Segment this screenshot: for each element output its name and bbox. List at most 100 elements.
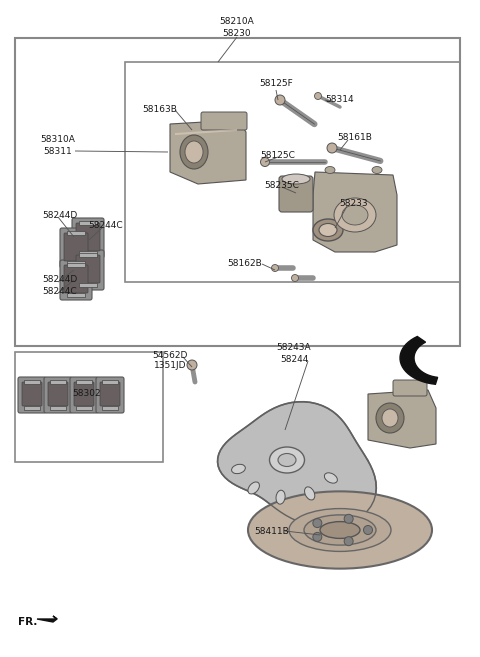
Ellipse shape	[180, 135, 208, 169]
Text: FR.: FR.	[18, 617, 37, 627]
Bar	[15, 38, 460, 346]
Circle shape	[313, 532, 322, 541]
Ellipse shape	[342, 205, 368, 225]
Bar	[102, 380, 118, 384]
Text: 58244: 58244	[280, 355, 308, 363]
Circle shape	[344, 537, 353, 546]
Ellipse shape	[304, 515, 376, 545]
FancyBboxPatch shape	[393, 380, 427, 396]
Bar	[76, 406, 92, 410]
FancyBboxPatch shape	[100, 382, 120, 406]
FancyBboxPatch shape	[60, 228, 92, 268]
FancyBboxPatch shape	[76, 223, 100, 251]
Circle shape	[314, 93, 322, 99]
FancyBboxPatch shape	[64, 265, 88, 293]
Bar	[67, 261, 84, 265]
Ellipse shape	[269, 447, 304, 473]
Circle shape	[344, 514, 353, 524]
Text: 58125C: 58125C	[261, 150, 295, 160]
Text: 58235C: 58235C	[264, 181, 300, 189]
Text: 58311: 58311	[44, 147, 72, 156]
Text: 58233: 58233	[340, 200, 368, 208]
Text: 1351JD: 1351JD	[154, 361, 186, 371]
FancyBboxPatch shape	[70, 377, 98, 413]
Ellipse shape	[382, 409, 398, 427]
FancyBboxPatch shape	[72, 218, 104, 258]
Bar	[79, 251, 96, 255]
Bar	[50, 406, 66, 410]
Circle shape	[275, 95, 285, 105]
Circle shape	[261, 158, 269, 166]
FancyBboxPatch shape	[96, 377, 124, 413]
Text: 58310A: 58310A	[41, 135, 75, 145]
Text: 58411B: 58411B	[254, 526, 289, 535]
Text: 58210A: 58210A	[220, 18, 254, 26]
Ellipse shape	[334, 198, 376, 232]
Ellipse shape	[289, 509, 391, 551]
Ellipse shape	[282, 174, 310, 184]
FancyBboxPatch shape	[48, 382, 68, 406]
Bar	[67, 231, 84, 235]
Ellipse shape	[248, 482, 259, 494]
Text: 58162B: 58162B	[227, 258, 262, 267]
Ellipse shape	[319, 223, 337, 237]
Polygon shape	[313, 172, 397, 252]
FancyBboxPatch shape	[74, 382, 94, 406]
Text: 58243A: 58243A	[276, 344, 312, 353]
Ellipse shape	[185, 141, 203, 163]
Text: 58244D: 58244D	[42, 210, 77, 219]
Ellipse shape	[305, 487, 315, 500]
Polygon shape	[217, 402, 376, 527]
Bar	[125, 62, 460, 282]
Text: 58244C: 58244C	[42, 286, 77, 296]
Circle shape	[313, 518, 322, 528]
Ellipse shape	[376, 403, 404, 433]
Bar	[102, 406, 118, 410]
FancyBboxPatch shape	[279, 176, 313, 212]
Circle shape	[327, 143, 337, 153]
Ellipse shape	[313, 219, 343, 241]
Circle shape	[272, 265, 278, 271]
Ellipse shape	[372, 166, 382, 173]
Text: 58302: 58302	[72, 388, 101, 397]
Bar	[79, 283, 96, 287]
Ellipse shape	[276, 490, 285, 504]
Text: 54562D: 54562D	[152, 350, 188, 359]
FancyBboxPatch shape	[18, 377, 46, 413]
Bar	[15, 352, 163, 462]
Text: 58230: 58230	[223, 28, 252, 37]
Polygon shape	[170, 120, 246, 184]
FancyBboxPatch shape	[44, 377, 72, 413]
FancyBboxPatch shape	[22, 382, 42, 406]
Ellipse shape	[248, 491, 432, 569]
Bar	[79, 221, 96, 225]
Bar	[24, 380, 40, 384]
FancyBboxPatch shape	[72, 250, 104, 290]
Polygon shape	[368, 390, 436, 448]
Bar	[24, 406, 40, 410]
Text: 58244D: 58244D	[42, 275, 77, 284]
Bar	[79, 253, 96, 257]
FancyBboxPatch shape	[76, 255, 100, 283]
Bar	[76, 380, 92, 384]
Text: 58125F: 58125F	[259, 79, 293, 89]
Ellipse shape	[278, 453, 296, 466]
FancyBboxPatch shape	[64, 233, 88, 261]
Polygon shape	[37, 616, 57, 622]
Polygon shape	[400, 336, 438, 384]
Bar	[67, 293, 84, 297]
Ellipse shape	[324, 473, 337, 483]
FancyBboxPatch shape	[60, 260, 92, 300]
Circle shape	[363, 526, 372, 535]
Bar	[50, 380, 66, 384]
FancyBboxPatch shape	[201, 112, 247, 130]
Ellipse shape	[325, 166, 335, 173]
Circle shape	[291, 275, 299, 281]
Text: 58314: 58314	[326, 95, 354, 104]
Text: 58244C: 58244C	[88, 221, 122, 229]
Ellipse shape	[320, 522, 360, 538]
Text: 58161B: 58161B	[337, 133, 372, 143]
Text: 58163B: 58163B	[143, 106, 178, 114]
Circle shape	[187, 360, 197, 370]
Ellipse shape	[231, 464, 245, 474]
